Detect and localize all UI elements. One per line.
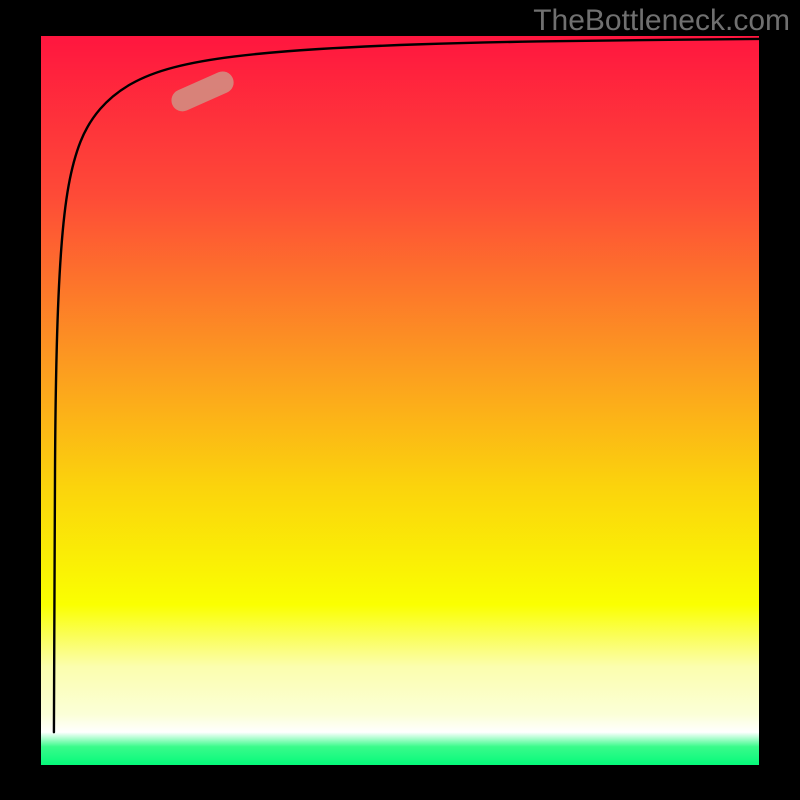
plot-area <box>41 36 759 765</box>
chart-frame: TheBottleneck.com <box>0 0 800 800</box>
watermark-text: TheBottleneck.com <box>533 4 790 38</box>
plot-svg <box>41 36 759 765</box>
